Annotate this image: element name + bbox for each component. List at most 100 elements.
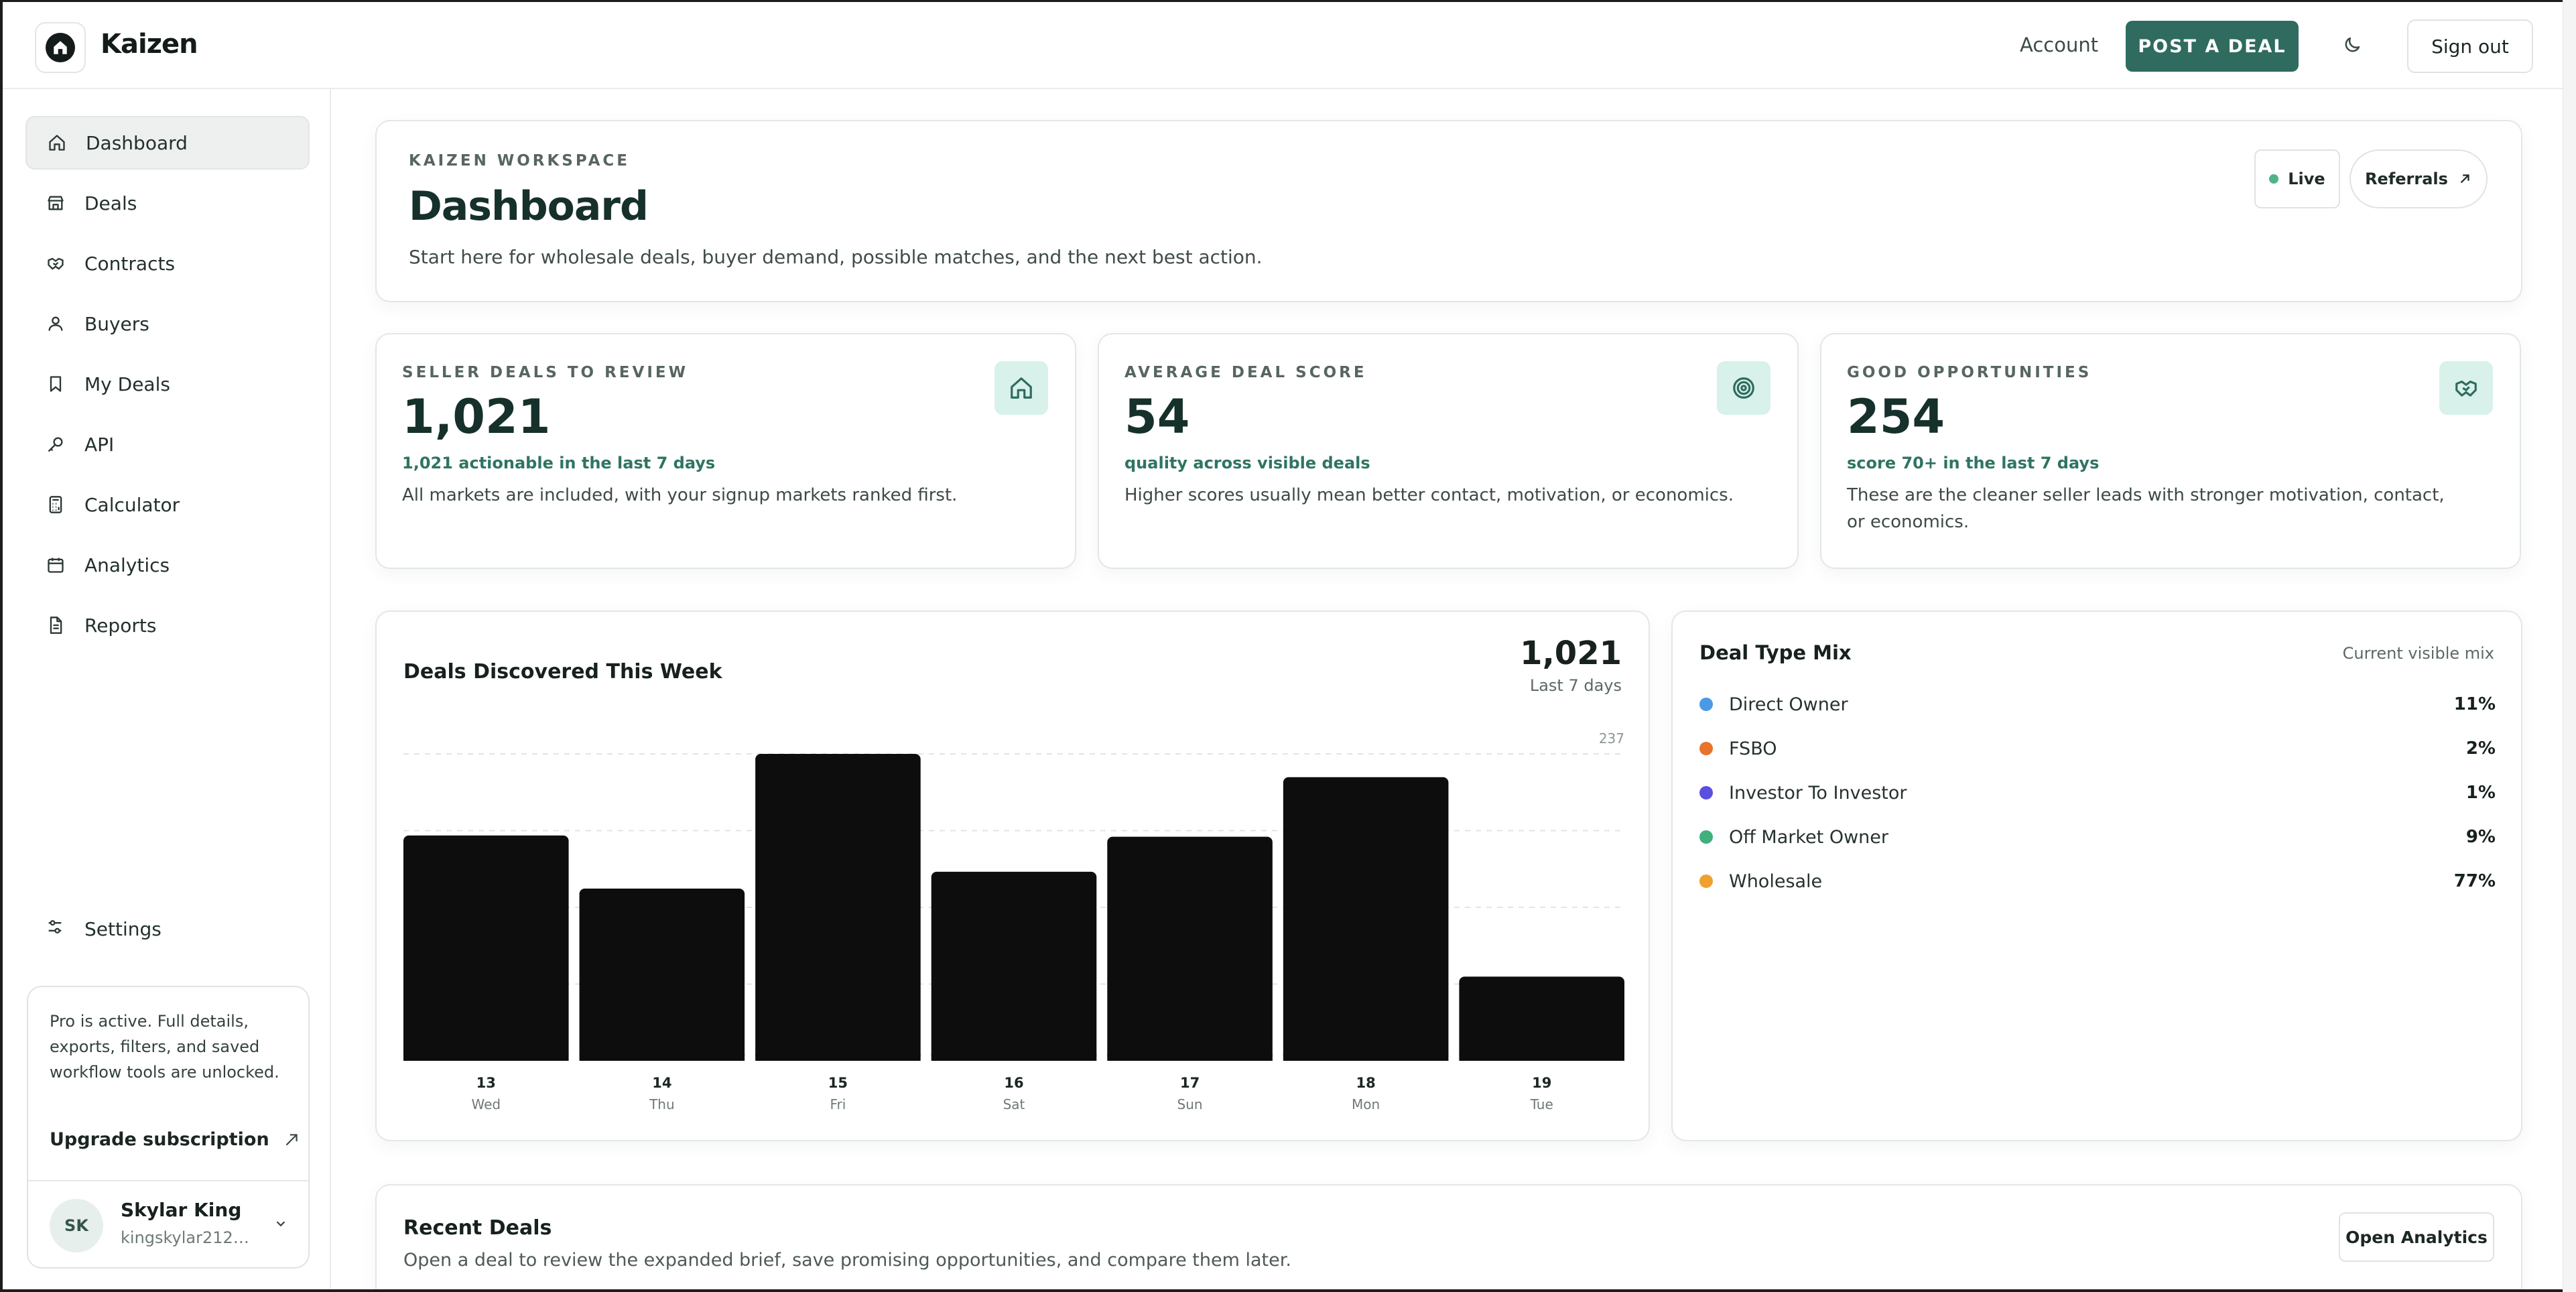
legend-dot-icon bbox=[1699, 830, 1713, 844]
moon-icon[interactable] bbox=[2339, 31, 2366, 58]
mix-percent: 11% bbox=[2453, 694, 2496, 714]
x-day-label: Wed bbox=[471, 1096, 501, 1112]
x-day-label: Tue bbox=[1530, 1096, 1553, 1112]
mix-percent: 1% bbox=[2465, 783, 2496, 803]
mix-title: Deal Type Mix bbox=[1699, 641, 1852, 664]
stat-label: AVERAGE DEAL SCORE bbox=[1124, 364, 1367, 381]
store-icon bbox=[46, 193, 66, 213]
upgrade-subscription-link[interactable]: Upgrade subscription bbox=[50, 1129, 300, 1150]
x-tick-label: 15 bbox=[828, 1075, 848, 1091]
bar-chart: 237 13 Wed 14 Thu 15 Fri 16 Sat 17 Sun 18 Mon 19 Tue bbox=[403, 730, 1624, 1112]
top-bar: Kaizen Account POST A DEAL Sign out bbox=[3, 2, 2563, 89]
mix-label: Wholesale bbox=[1729, 870, 1823, 892]
mix-row: FSBO 2% bbox=[1699, 735, 2496, 762]
recent-deals-title: Recent Deals bbox=[403, 1216, 552, 1240]
x-day-label: Thu bbox=[649, 1096, 675, 1112]
arrow-up-right-icon bbox=[285, 1133, 298, 1145]
chart-bar[interactable] bbox=[403, 835, 569, 1061]
sidebar-item-dashboard[interactable]: Dashboard bbox=[25, 116, 310, 170]
mix-label: FSBO bbox=[1729, 738, 1777, 759]
stat-value: 254 bbox=[1847, 389, 1945, 444]
stat-description: All markets are included, with your sign… bbox=[402, 485, 958, 505]
x-day-label: Sat bbox=[1003, 1096, 1025, 1112]
user-menu[interactable]: SK Skylar King kingskylar212@g... bbox=[28, 1180, 308, 1267]
stat-card-seller-deals: SELLER DEALS TO REVIEW 1,021 1,021 actio… bbox=[375, 333, 1076, 569]
referrals-button[interactable]: Referrals bbox=[2349, 149, 2488, 208]
sliders-icon bbox=[46, 917, 64, 941]
sidebar-item-label: Deals bbox=[84, 192, 137, 214]
sidebar-item-analytics[interactable]: Analytics bbox=[25, 538, 310, 592]
sidebar-item-calculator[interactable]: Calculator bbox=[25, 478, 310, 531]
chart-bar[interactable] bbox=[1107, 836, 1273, 1061]
account-link[interactable]: Account bbox=[2020, 34, 2099, 56]
sidebar-item-reports[interactable]: Reports bbox=[25, 598, 310, 652]
open-analytics-button[interactable]: Open Analytics bbox=[2339, 1212, 2494, 1262]
user-name: Skylar King bbox=[121, 1199, 242, 1221]
stat-label: GOOD OPPORTUNITIES bbox=[1847, 364, 2092, 381]
settings-label: Settings bbox=[84, 918, 162, 940]
live-status-badge[interactable]: Live bbox=[2254, 149, 2340, 208]
calculator-icon bbox=[46, 495, 66, 515]
mix-row: Wholesale 77% bbox=[1699, 868, 2496, 895]
sidebar-item-my-deals[interactable]: My Deals bbox=[25, 357, 310, 411]
stat-description: Higher scores usually mean better contac… bbox=[1124, 485, 1734, 505]
chart-bar-base bbox=[579, 1054, 745, 1061]
stat-label: SELLER DEALS TO REVIEW bbox=[402, 364, 688, 381]
mix-label: Investor To Investor bbox=[1729, 782, 1907, 803]
sign-out-button[interactable]: Sign out bbox=[2407, 19, 2533, 73]
chart-bar[interactable] bbox=[931, 871, 1097, 1061]
mix-percent: 2% bbox=[2465, 738, 2496, 759]
settings-link[interactable]: Settings bbox=[46, 917, 162, 941]
stat-value: 54 bbox=[1124, 389, 1190, 444]
mix-subtitle: Current visible mix bbox=[2342, 644, 2494, 663]
chart-bar[interactable] bbox=[1283, 777, 1449, 1061]
chart-total-label: Last 7 days bbox=[1529, 676, 1622, 695]
sidebar-item-label: Contracts bbox=[84, 252, 176, 275]
calendar-icon bbox=[46, 555, 66, 575]
x-day-label: Sun bbox=[1177, 1096, 1203, 1112]
referrals-label: Referrals bbox=[2365, 170, 2448, 188]
chart-bar-base bbox=[755, 1054, 921, 1061]
pro-status-text: Pro is active. Full details, exports, fi… bbox=[50, 1012, 279, 1082]
mix-row: Investor To Investor 1% bbox=[1699, 779, 2496, 806]
home-icon bbox=[46, 33, 75, 62]
page-title: Dashboard bbox=[409, 183, 649, 230]
user-email: kingskylar212@g... bbox=[121, 1228, 255, 1247]
chart-bar[interactable] bbox=[1459, 976, 1624, 1061]
home-icon bbox=[47, 133, 67, 153]
window-edge bbox=[2563, 0, 2576, 1292]
subscription-card: Pro is active. Full details, exports, fi… bbox=[27, 986, 310, 1269]
workspace-header-card: KAIZEN WORKSPACE Dashboard Start here fo… bbox=[375, 120, 2522, 302]
sidebar-item-contracts[interactable]: Contracts bbox=[25, 237, 310, 290]
x-day-label: Mon bbox=[1352, 1096, 1380, 1112]
home-icon bbox=[994, 361, 1048, 415]
user-icon bbox=[46, 314, 66, 334]
brand-name[interactable]: Kaizen bbox=[101, 29, 198, 60]
live-label: Live bbox=[2288, 170, 2325, 188]
live-dot-icon bbox=[2269, 174, 2279, 184]
chart-bar[interactable] bbox=[755, 754, 921, 1061]
recent-deals-card: Recent Deals Open a deal to review the e… bbox=[375, 1184, 2522, 1289]
sidebar-item-label: My Deals bbox=[84, 373, 170, 395]
stat-card-good-opportunities: GOOD OPPORTUNITIES 254 score 70+ in the … bbox=[1820, 333, 2521, 569]
chart-total: 1,021 bbox=[1520, 635, 1622, 672]
legend-dot-icon bbox=[1699, 786, 1713, 799]
sidebar-item-api[interactable]: API bbox=[25, 417, 310, 471]
brand-logo[interactable] bbox=[35, 22, 86, 73]
stat-description: These are the cleaner seller leads with … bbox=[1847, 485, 2445, 532]
post-deal-button[interactable]: POST A DEAL bbox=[2126, 21, 2299, 72]
key-icon bbox=[46, 434, 66, 454]
chart-bar[interactable] bbox=[579, 888, 745, 1061]
sidebar-item-label: API bbox=[84, 433, 115, 456]
legend-dot-icon bbox=[1699, 875, 1713, 888]
x-tick-label: 16 bbox=[1004, 1075, 1023, 1091]
recent-deals-subtitle: Open a deal to review the expanded brief… bbox=[403, 1250, 1291, 1271]
deal-type-mix-card: Deal Type Mix Current visible mix Direct… bbox=[1671, 610, 2522, 1141]
sidebar-item-deals[interactable]: Deals bbox=[25, 176, 310, 230]
page-subtitle: Start here for wholesale deals, buyer de… bbox=[409, 246, 1263, 268]
avatar: SK bbox=[50, 1199, 103, 1252]
chart-bar-base bbox=[403, 1054, 569, 1061]
x-tick-label: 13 bbox=[476, 1075, 496, 1091]
sidebar-item-buyers[interactable]: Buyers bbox=[25, 297, 310, 350]
